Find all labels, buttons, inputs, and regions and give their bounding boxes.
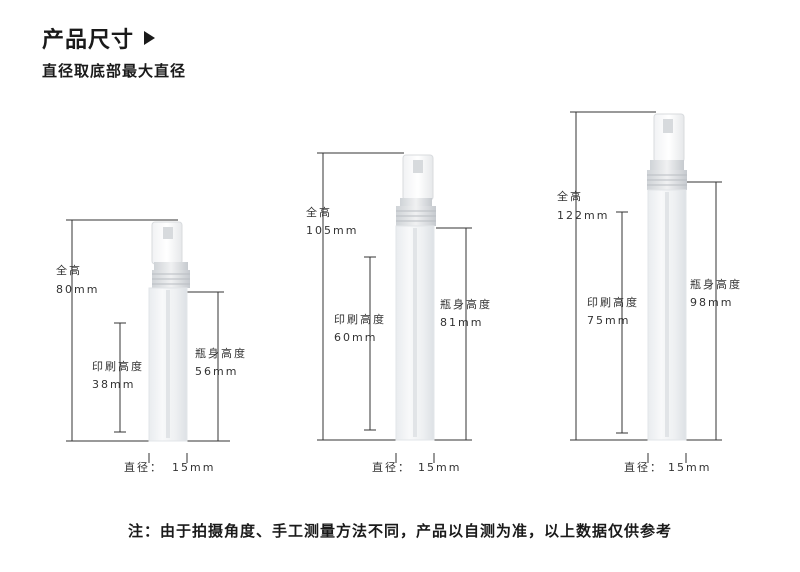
bottle-2-body-label: 瓶身高度 <box>440 298 492 311</box>
bottle-3-image <box>647 113 687 441</box>
bottle-1-body-label: 瓶身高度 <box>195 347 247 360</box>
bottle-2-image <box>395 154 436 441</box>
bottle-1 <box>66 219 230 463</box>
bottle-2-total-label: 全高 <box>306 206 332 219</box>
bottle-3-print-label: 印刷高度 <box>587 296 639 309</box>
bottle-3-total-label: 全高 <box>557 190 583 203</box>
bottle-3-total-value: 122mm <box>557 209 610 222</box>
bottle-2 <box>317 152 472 463</box>
page-subtitle: 直径取底部最大直径 <box>42 62 187 80</box>
page-title-text: 产品尺寸 <box>42 28 135 53</box>
bottle-3-print-value: 75mm <box>587 314 631 327</box>
bottle-1-total-value: 80mm <box>56 283 100 296</box>
bottle-3-dimension-lines <box>570 111 722 463</box>
bottle-3-diameter-value: 15mm <box>668 461 712 474</box>
footer-note: 注：由于拍摄角度、手工测量方法不同，产品以自测为准，以上数据仅供参考 <box>127 522 672 540</box>
bottle-1-diameter-value: 15mm <box>172 461 216 474</box>
bottle-2-diameter-value: 15mm <box>418 461 462 474</box>
bottle-2-print-value: 60mm <box>334 331 378 344</box>
bottle-1-total-label: 全高 <box>56 264 82 277</box>
bottle-1-body-value: 56mm <box>195 365 239 378</box>
bottle-3 <box>570 111 722 463</box>
page-title: 产品尺寸 <box>42 22 156 54</box>
bottle-1-diameter-label: 直径： <box>124 461 163 474</box>
bottle-1-print-label: 印刷高度 <box>92 360 144 373</box>
bottle-2-total-value: 105mm <box>306 224 359 237</box>
bottle-1-dimension-lines <box>66 219 230 463</box>
bottle-1-image <box>148 221 190 442</box>
bottle-3-body-label: 瓶身高度 <box>690 278 742 291</box>
bottle-1-print-value: 38mm <box>92 378 136 391</box>
bottle-3-diameter-label: 直径： <box>624 461 663 474</box>
play-triangle-icon <box>144 31 156 45</box>
bottle-2-dimension-lines <box>317 152 472 463</box>
bottle-2-body-value: 81mm <box>440 316 484 329</box>
bottle-2-print-label: 印刷高度 <box>334 313 386 326</box>
bottle-3-body-value: 98mm <box>690 296 734 309</box>
bottle-2-diameter-label: 直径： <box>372 461 411 474</box>
